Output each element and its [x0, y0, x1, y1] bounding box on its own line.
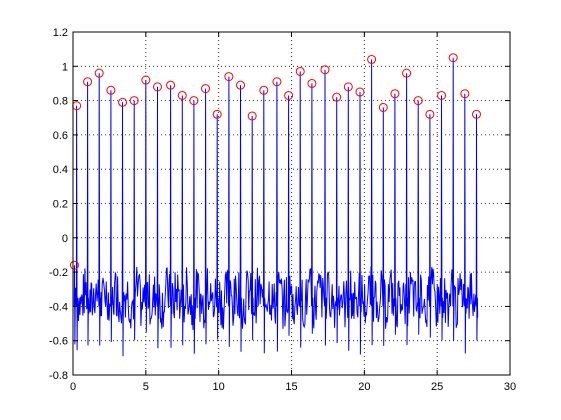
peak-marker-4 — [106, 85, 116, 95]
peak-marker-16 — [247, 111, 257, 121]
peak-marker-21 — [307, 78, 317, 88]
y-tick-label: -0.4 — [49, 301, 68, 313]
y-tick-label: 0.2 — [53, 199, 68, 211]
y-tick-label: 0.6 — [53, 130, 68, 142]
peak-marker-11 — [189, 96, 199, 106]
x-tick-label: 10 — [213, 381, 225, 393]
peak-marker-19 — [284, 90, 294, 100]
y-tick-label: 0 — [62, 233, 68, 245]
peak-marker-10 — [177, 90, 187, 100]
peak-marker-27 — [378, 102, 388, 112]
peak-marker-26 — [367, 54, 377, 64]
x-tick-label: 15 — [285, 381, 297, 393]
signal-layer — [73, 57, 479, 357]
peak-marker-2 — [83, 77, 93, 87]
y-tick-label: -0.6 — [49, 336, 68, 348]
axes-layer — [72, 31, 511, 376]
y-tick-label: 0.4 — [53, 164, 68, 176]
peak-marker-6 — [129, 96, 139, 106]
peak-marker-12 — [201, 84, 211, 94]
peak-marker-0 — [69, 260, 79, 270]
x-tick-label: 20 — [358, 381, 370, 393]
peak-marker-5 — [118, 97, 128, 107]
x-tick-label: 25 — [431, 381, 443, 393]
y-tick-label: 1.2 — [53, 27, 68, 39]
y-tick-label: -0.2 — [49, 267, 68, 279]
peak-marker-29 — [402, 68, 412, 78]
signal-line — [73, 57, 479, 357]
peak-marker-20 — [295, 66, 305, 76]
peak-marker-25 — [355, 87, 365, 97]
peak-marker-35 — [471, 109, 481, 119]
peak-marker-17 — [259, 85, 269, 95]
peak-marker-3 — [94, 68, 104, 78]
peak-marker-7 — [141, 75, 151, 85]
tick-labels-layer: 0 5 10 15 20 25 30 -0.8 -0.6 -0.4 -0.2 0 0.2 0.4 0.6 0.… — [49, 27, 516, 393]
peak-marker-15 — [236, 80, 246, 90]
peak-marker-18 — [272, 77, 282, 87]
peak-marker-9 — [166, 80, 176, 90]
peak-marker-13 — [212, 109, 222, 119]
peak-marker-23 — [332, 92, 342, 102]
peak-marker-8 — [152, 82, 162, 92]
peak-marker-34 — [460, 89, 470, 99]
x-tick-label: 30 — [504, 381, 516, 393]
x-tick-label: 5 — [143, 381, 149, 393]
y-tick-label: 0.8 — [53, 96, 68, 108]
peak-marker-layer — [69, 53, 481, 270]
peak-marker-22 — [320, 65, 330, 75]
peak-marker-32 — [437, 90, 447, 100]
peak-marker-33 — [448, 53, 458, 63]
peak-marker-30 — [413, 96, 423, 106]
y-tick-label: 1 — [62, 61, 68, 73]
peak-marker-14 — [224, 72, 234, 82]
x-tick-label: 0 — [70, 381, 76, 393]
y-tick-label: -0.8 — [49, 370, 68, 382]
peak-marker-28 — [390, 89, 400, 99]
peak-marker-31 — [425, 109, 435, 119]
peak-marker-24 — [343, 82, 353, 92]
